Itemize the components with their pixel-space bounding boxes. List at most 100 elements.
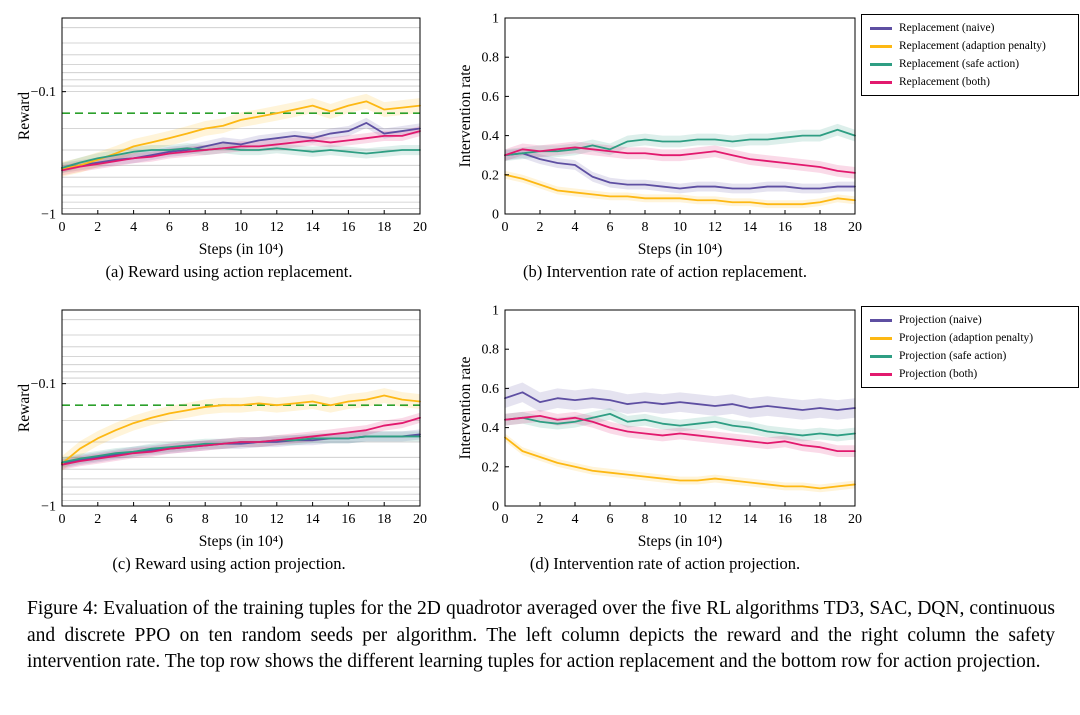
series-safe-action [61, 147, 421, 169]
legend-line-swatch [870, 354, 892, 358]
svg-text:4: 4 [130, 512, 137, 527]
svg-text:16: 16 [341, 220, 355, 235]
chart-b-intervention-replacement: 0 2 4 6 8 10 12 14 16 18 20 0 0.2 0.4 0.6 0.8 1 Steps (in… [457, 12, 862, 259]
svg-text:8: 8 [202, 512, 209, 527]
legend-label: Projection (adaption penalty) [899, 332, 1034, 344]
legend-item: Replacement (safe action) [870, 57, 1070, 71]
svg-text:6: 6 [607, 220, 614, 235]
legend-line-swatch [870, 372, 892, 376]
chart-c-block: 0 2 4 6 8 10 12 14 16 18 20 −0.1 −1 Steps (in 10⁴) Rew… [14, 300, 444, 574]
subcaption-b: (b) Intervention rate of action replacem… [522, 262, 808, 281]
series-both [61, 130, 421, 172]
subcaption-d: (d) Intervention rate of action projecti… [529, 554, 801, 573]
svg-text:−1: −1 [41, 500, 56, 515]
svg-text:1: 1 [492, 304, 499, 319]
svg-text:−1: −1 [41, 208, 56, 223]
svg-text:12: 12 [270, 512, 284, 527]
chart-d-block: 0 2 4 6 8 10 12 14 16 18 20 0 0.2 0.4 0.6 0.8 1 Steps (in… [455, 300, 875, 574]
legend-label: Projection (both) [899, 368, 978, 380]
svg-text:0: 0 [502, 512, 509, 527]
svg-text:4: 4 [572, 512, 579, 527]
legend-replacement: Replacement (naive) Replacement (adaption… [861, 14, 1079, 96]
chart-a-reward-replacement: 0 2 4 6 8 10 12 14 16 18 20 −0.1 −1 Steps (in 10⁴) Rew… [16, 17, 427, 258]
series-lines [61, 394, 421, 466]
svg-text:8: 8 [642, 512, 649, 527]
grid-lines [62, 27, 420, 209]
svg-text:18: 18 [377, 512, 391, 527]
svg-text:18: 18 [813, 220, 827, 235]
series-naive [61, 121, 421, 169]
legend-label: Projection (naive) [899, 314, 982, 326]
svg-text:20: 20 [413, 220, 427, 235]
svg-text:14: 14 [743, 220, 757, 235]
svg-text:2: 2 [537, 512, 544, 527]
series-safe-action [504, 128, 856, 157]
series-naive [504, 391, 856, 411]
svg-text:1: 1 [492, 12, 499, 27]
x-axis-label: Steps (in 10⁴) [199, 533, 284, 550]
svg-text:8: 8 [642, 220, 649, 235]
svg-text:14: 14 [743, 512, 757, 527]
series-lines [504, 128, 856, 206]
y-axis-label: Reward [16, 92, 33, 140]
chart-b-block: 0 2 4 6 8 10 12 14 16 18 20 0 0.2 0.4 0.6 0.8 1 Steps (in… [455, 8, 875, 282]
legend-item: Projection (both) [870, 367, 1070, 381]
svg-text:18: 18 [377, 220, 391, 235]
svg-text:0.4: 0.4 [482, 421, 500, 436]
legend-label: Projection (safe action) [899, 350, 1007, 362]
y-axis-label: Intervention rate [457, 64, 474, 167]
svg-text:−0.1: −0.1 [31, 377, 56, 392]
confidence-bands [505, 123, 855, 209]
legend-item: Replacement (adaption penalty) [870, 39, 1070, 53]
series-naive [504, 152, 856, 190]
svg-text:18: 18 [813, 512, 827, 527]
grid-lines [62, 319, 420, 501]
axes: 0 2 4 6 8 10 12 14 16 18 20 0 0.2 0.4 0.6 0.8 1 Steps (in… [457, 12, 862, 259]
x-axis-label: Steps (in 10⁴) [199, 241, 284, 258]
figure-caption: Figure 4: Evaluation of the training tup… [27, 598, 1055, 673]
legend-line-swatch [870, 80, 892, 84]
svg-text:−0.1: −0.1 [31, 85, 56, 100]
svg-text:0: 0 [59, 220, 66, 235]
series-lines [504, 391, 856, 490]
legend-item: Projection (naive) [870, 313, 1070, 327]
series-adaption-penalty [504, 173, 856, 206]
svg-text:10: 10 [234, 512, 248, 527]
svg-text:0.8: 0.8 [482, 343, 500, 358]
svg-text:2: 2 [94, 220, 101, 235]
svg-text:14: 14 [306, 220, 320, 235]
svg-text:0.8: 0.8 [482, 51, 500, 66]
svg-text:12: 12 [708, 512, 722, 527]
series-adaption-penalty [61, 100, 421, 171]
y-axis-label: Reward [16, 384, 33, 432]
svg-text:20: 20 [848, 512, 862, 527]
legend-label: Replacement (safe action) [899, 58, 1020, 70]
svg-text:14: 14 [306, 512, 320, 527]
svg-text:2: 2 [94, 512, 101, 527]
svg-text:20: 20 [848, 220, 862, 235]
legend-item: Replacement (both) [870, 75, 1070, 89]
svg-text:10: 10 [673, 220, 687, 235]
legend-line-swatch [870, 318, 892, 322]
series-safe-action [504, 412, 856, 437]
svg-text:0: 0 [492, 208, 499, 223]
svg-text:10: 10 [234, 220, 248, 235]
svg-text:0: 0 [502, 220, 509, 235]
axes: 0 2 4 6 8 10 12 14 16 18 20 0 0.2 0.4 0.6 0.8 1 Steps (in… [457, 304, 862, 551]
svg-text:0.2: 0.2 [482, 168, 500, 183]
svg-text:6: 6 [166, 220, 173, 235]
svg-text:4: 4 [130, 220, 137, 235]
svg-text:12: 12 [708, 220, 722, 235]
legend-item: Projection (safe action) [870, 349, 1070, 363]
x-axis-label: Steps (in 10⁴) [638, 241, 723, 258]
svg-text:16: 16 [778, 220, 792, 235]
legend-item: Replacement (naive) [870, 21, 1070, 35]
svg-text:0: 0 [492, 500, 499, 515]
axes: 0 2 4 6 8 10 12 14 16 18 20 −0.1 −1 Steps (in 10⁴) Rew… [16, 377, 427, 550]
series-adaption-penalty [504, 436, 856, 490]
svg-text:6: 6 [607, 512, 614, 527]
confidence-bands [62, 93, 420, 177]
subcaption-c: (c) Reward using action projection. [112, 554, 346, 573]
svg-text:0.6: 0.6 [482, 382, 500, 397]
